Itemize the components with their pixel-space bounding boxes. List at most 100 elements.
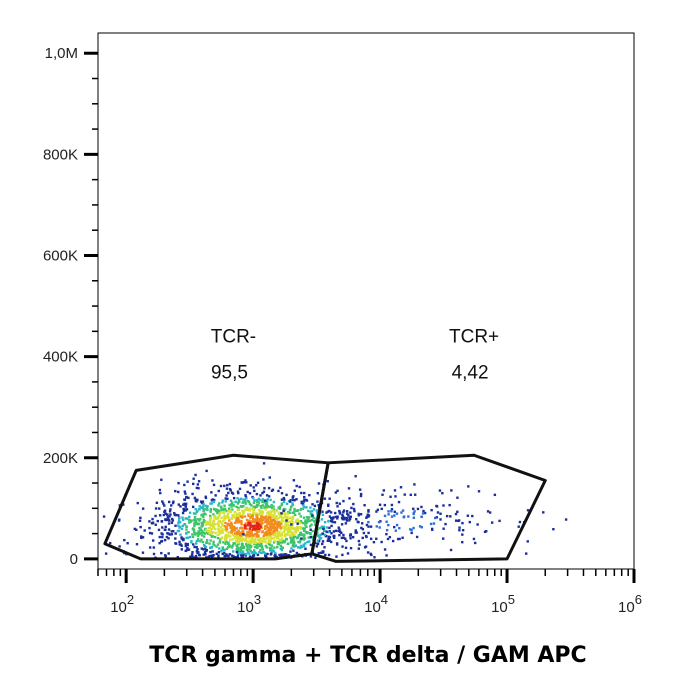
- event-point: [256, 500, 259, 504]
- event-point: [240, 516, 244, 519]
- event-point: [291, 498, 295, 502]
- event-point: [237, 508, 241, 512]
- event-point: [188, 521, 191, 524]
- event-point: [225, 536, 229, 539]
- event-point: [357, 512, 360, 516]
- event-point: [199, 506, 203, 509]
- event-point: [243, 515, 247, 518]
- event-point: [468, 520, 471, 524]
- event-point: [261, 491, 264, 495]
- event-point: [359, 492, 363, 496]
- event-point: [170, 530, 173, 533]
- event-point: [283, 553, 286, 556]
- event-point: [290, 525, 294, 528]
- event-point: [318, 537, 322, 540]
- event-point: [201, 505, 205, 508]
- event-point: [343, 516, 346, 519]
- event-point: [264, 525, 267, 528]
- event-point: [192, 527, 195, 530]
- event-point: [311, 514, 314, 517]
- event-point: [285, 533, 289, 536]
- event-point: [270, 520, 273, 523]
- event-point: [262, 516, 265, 519]
- event-point: [212, 543, 215, 546]
- event-point: [253, 518, 257, 521]
- event-point: [278, 538, 281, 541]
- event-point: [104, 552, 108, 555]
- event-point: [258, 550, 261, 554]
- event-point: [273, 546, 276, 549]
- event-point: [248, 522, 252, 525]
- event-point: [239, 547, 242, 551]
- event-point: [244, 495, 248, 499]
- event-point: [278, 525, 281, 528]
- event-point: [270, 503, 273, 507]
- event-point: [264, 515, 268, 518]
- event-point: [296, 546, 300, 549]
- event-point: [257, 534, 260, 537]
- event-point: [255, 492, 259, 496]
- event-point: [227, 510, 230, 513]
- x-tick-label: 102: [110, 592, 134, 616]
- event-point: [257, 541, 261, 544]
- event-point: [221, 511, 224, 514]
- event-point: [210, 491, 213, 494]
- event-point: [245, 481, 248, 484]
- event-point: [164, 512, 167, 515]
- event-point: [429, 522, 433, 526]
- event-point: [215, 509, 218, 513]
- event-point: [327, 520, 330, 523]
- event-point: [209, 510, 212, 513]
- event-point: [357, 514, 360, 517]
- event-point: [292, 479, 296, 482]
- event-point: [226, 512, 230, 516]
- event-point: [326, 480, 329, 483]
- event-point: [203, 532, 207, 535]
- event-point: [143, 529, 146, 532]
- event-point: [256, 553, 260, 557]
- event-point: [323, 497, 327, 500]
- event-point: [118, 545, 121, 548]
- event-point: [253, 506, 256, 509]
- event-point: [257, 521, 260, 524]
- event-point: [248, 534, 252, 538]
- event-point: [154, 523, 157, 526]
- event-point: [270, 552, 273, 555]
- event-point: [248, 552, 251, 555]
- event-point: [283, 516, 286, 519]
- event-point: [280, 498, 284, 501]
- event-point: [214, 527, 217, 531]
- event-point: [420, 515, 423, 519]
- event-point: [227, 546, 230, 549]
- event-point: [194, 473, 197, 477]
- event-point: [247, 543, 251, 546]
- event-point: [421, 512, 425, 515]
- event-point: [139, 516, 142, 520]
- event-point: [227, 491, 230, 495]
- event-point: [297, 540, 300, 544]
- event-point: [292, 535, 295, 538]
- event-point: [390, 515, 394, 518]
- event-point: [239, 497, 243, 500]
- event-point: [282, 509, 285, 513]
- event-point: [239, 546, 243, 549]
- event-point: [198, 553, 201, 557]
- event-point: [292, 537, 295, 540]
- event-point: [293, 507, 296, 511]
- event-point: [229, 489, 232, 492]
- event-point: [212, 498, 216, 502]
- event-point: [327, 553, 331, 557]
- event-point: [225, 526, 228, 529]
- event-point: [221, 499, 225, 502]
- event-point: [267, 531, 270, 535]
- event-point: [335, 555, 338, 558]
- event-point: [291, 523, 294, 526]
- event-point: [271, 532, 274, 536]
- event-point: [338, 530, 342, 533]
- plot-frame: [97, 32, 635, 570]
- event-point: [299, 539, 302, 542]
- event-point: [333, 536, 336, 539]
- event-point: [366, 513, 369, 516]
- event-point: [490, 521, 494, 524]
